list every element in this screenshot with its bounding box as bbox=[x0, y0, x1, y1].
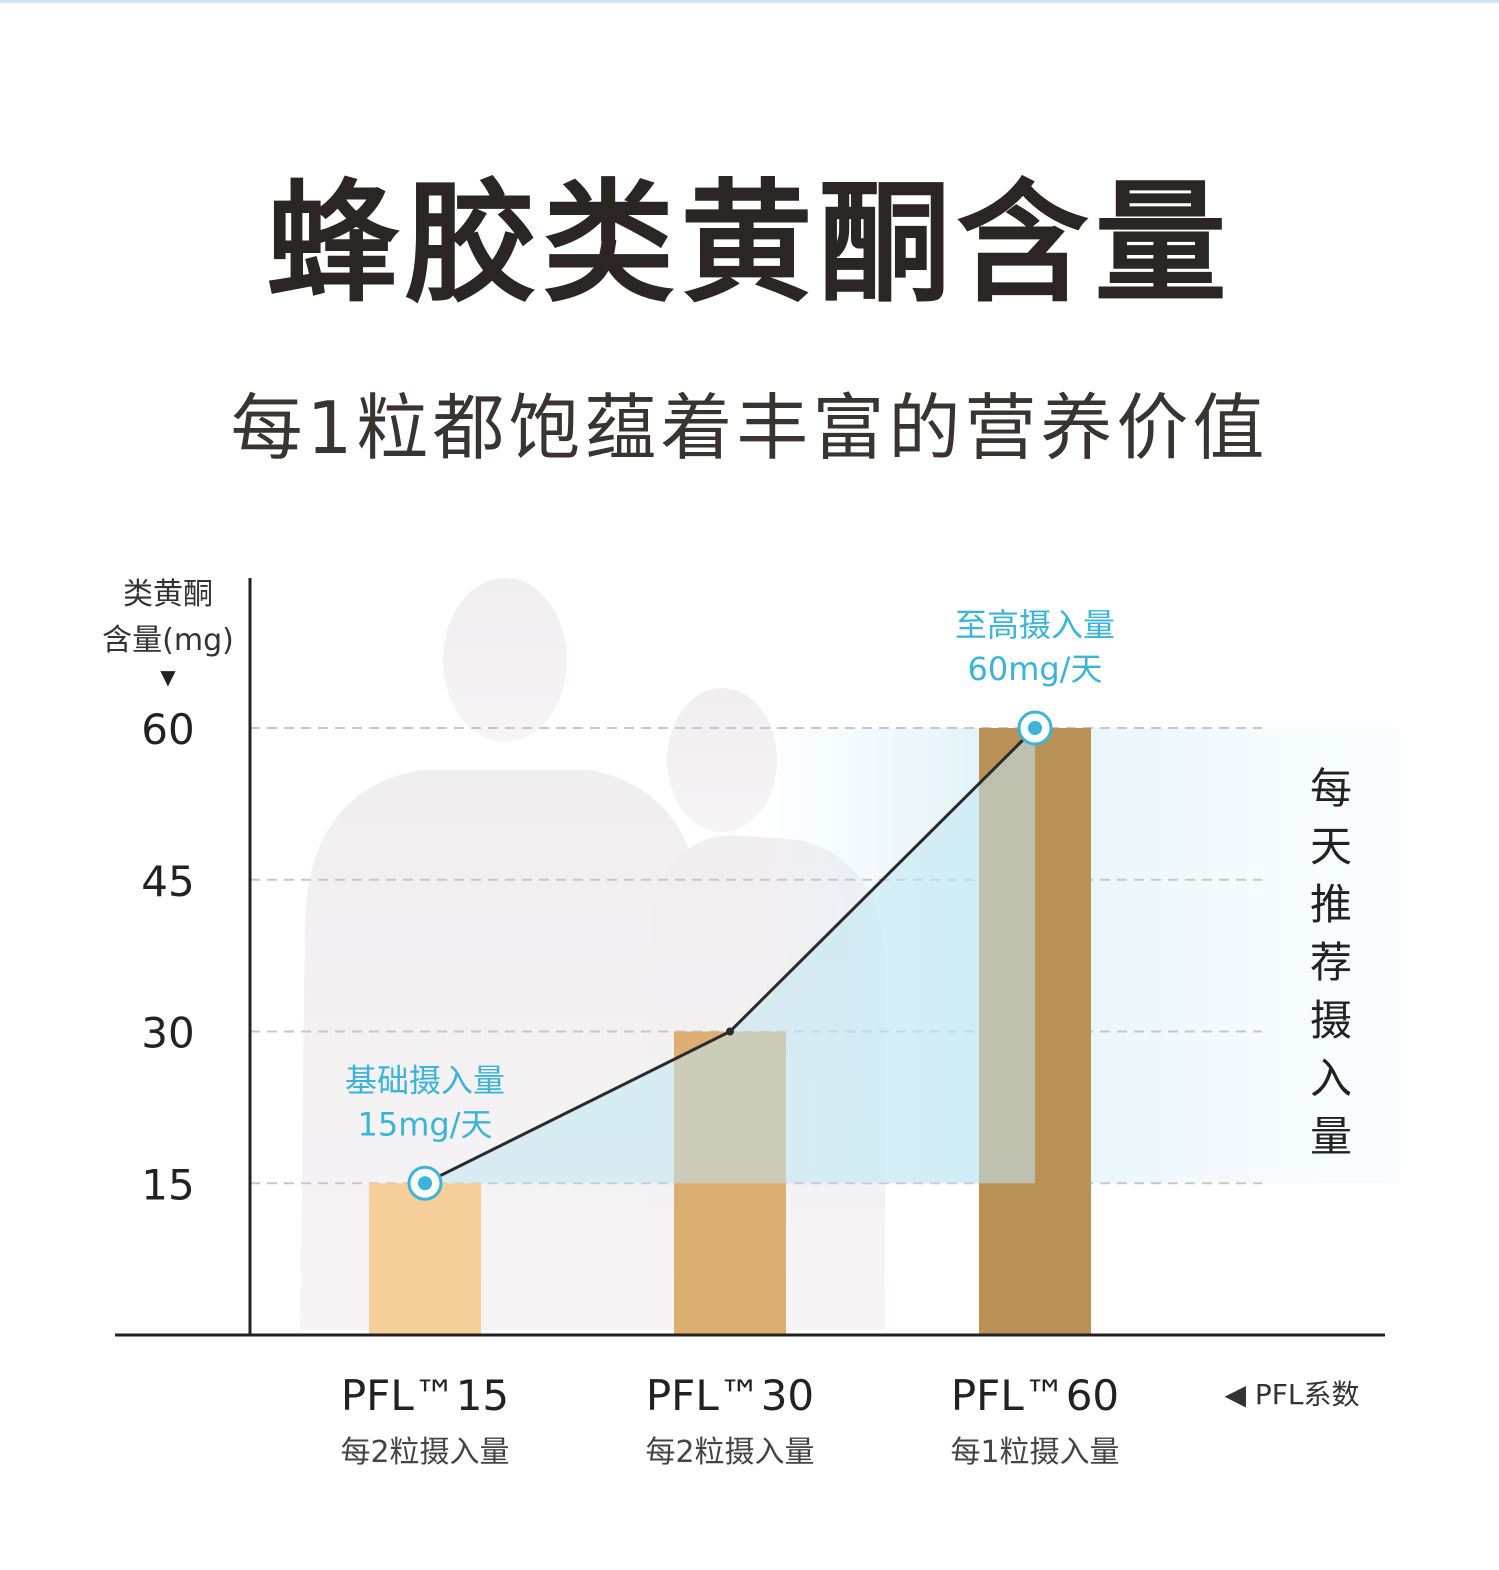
chart-text: 60 45 30 15 类黄酮含量(mg) ▼ PFL™15 每2粒摄入量 PFL™30 每2粒摄… bbox=[102, 577, 1359, 1470]
category-sublabel: 每2粒摄入量 bbox=[340, 1435, 509, 1470]
point-marker-small bbox=[726, 1027, 734, 1036]
annotation-text: 基础摄入量 bbox=[345, 1061, 505, 1099]
y-axis-marker: ▼ bbox=[160, 665, 176, 689]
x-axis-note: ◀ PFL系数 bbox=[1224, 1378, 1359, 1411]
page-subtitle: 每1粒都饱蕴着丰富的营养价值 bbox=[230, 386, 1269, 470]
area-under-line bbox=[425, 728, 1035, 1184]
category-label: PFL™60 bbox=[951, 1371, 1119, 1420]
annotation-text: 15mg/天 bbox=[358, 1105, 493, 1143]
page-title: 蜂胶类黄酮含量 bbox=[266, 167, 1233, 321]
point-marker-dot bbox=[1028, 721, 1042, 735]
axes bbox=[115, 578, 1385, 1337]
y-tick-label: 15 bbox=[141, 1160, 194, 1209]
side-label-recommended-intake: 每天推荐摄入量 bbox=[1309, 764, 1352, 1161]
annotation-text: 60mg/天 bbox=[968, 650, 1103, 688]
category-sublabel: 每2粒摄入量 bbox=[645, 1435, 814, 1470]
y-axis-label-line2: 含量(mg) bbox=[102, 623, 234, 658]
trend-line bbox=[407, 710, 1053, 1201]
category-sublabel: 每1粒摄入量 bbox=[950, 1435, 1119, 1470]
area-fill bbox=[425, 728, 1035, 1184]
annotation-text: 至高摄入量 bbox=[955, 606, 1115, 644]
y-axis-label-line1: 类黄酮 bbox=[123, 577, 213, 612]
category-label: PFL™30 bbox=[646, 1371, 814, 1420]
y-tick-label: 60 bbox=[141, 705, 194, 754]
y-tick-label: 45 bbox=[141, 857, 194, 906]
top-accent-line bbox=[0, 0, 1499, 3]
bar-0 bbox=[369, 1183, 481, 1335]
y-tick-label: 30 bbox=[141, 1009, 194, 1058]
category-label: PFL™15 bbox=[341, 1371, 509, 1420]
point-marker-dot bbox=[418, 1176, 432, 1191]
